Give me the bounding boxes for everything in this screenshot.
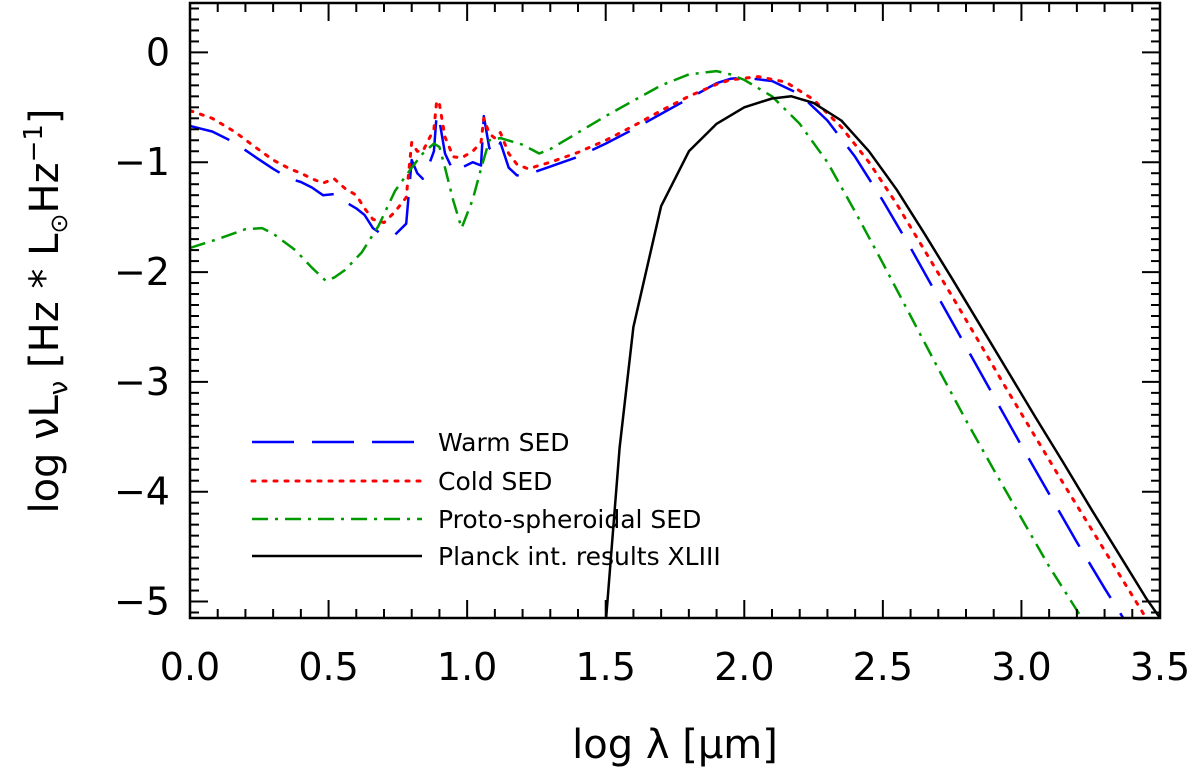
legend-label-proto: Proto-spheroidal SED <box>438 505 701 534</box>
x-tick-label: 1.0 <box>437 645 497 689</box>
y-axis-title-unit-close: ] <box>22 108 68 124</box>
x-tick-label: 3.5 <box>1130 645 1190 689</box>
y-tick-label: 0 <box>146 30 170 74</box>
legend-label-cold: Cold SED <box>438 467 552 496</box>
series-layer <box>190 69 1160 618</box>
series-line-2 <box>190 69 1084 618</box>
y-axis-title-group: log νLν [Hz * L⊙Hz−1] <box>19 108 74 513</box>
x-tick-label: 0.0 <box>160 645 220 689</box>
plot-frame <box>188 1 1162 620</box>
y-axis-title: log νLν [Hz * L⊙Hz−1] <box>19 108 74 513</box>
x-tick-label: 0.5 <box>298 645 358 689</box>
y-axis-title-spacer <box>22 368 68 381</box>
y-tick-label: −1 <box>114 140 170 184</box>
x-axis-title: log λ [μm] <box>572 722 778 768</box>
x-tick-label: 3.0 <box>991 645 1051 689</box>
legend: Warm SED Cold SED Proto-spheroidal SED P… <box>250 428 721 571</box>
legend-label-planck: Planck int. results XLIII <box>438 542 721 571</box>
y-tick-label: −4 <box>114 470 170 514</box>
x-tick-label: 1.5 <box>575 645 635 689</box>
legend-label-warm: Warm SED <box>438 428 570 457</box>
y-tick-label: −3 <box>114 360 170 404</box>
ticks-layer: 0.0 0.5 1.0 1.5 2.0 2.5 3.0 3.5 0 −1 −2 −3 −4 −5 <box>114 3 1190 689</box>
y-tick-label: −5 <box>114 580 170 624</box>
series-line-0 <box>190 76 1125 618</box>
series-line-3 <box>604 95 1160 618</box>
y-tick-label: −2 <box>114 250 170 294</box>
y-axis-title-sub: ν <box>44 381 74 396</box>
x-tick-label: 2.0 <box>714 645 774 689</box>
series-line-1 <box>190 75 1148 618</box>
x-tick-label: 2.5 <box>853 645 913 689</box>
y-axis-title-unit-mid: Hz <box>22 162 68 213</box>
y-axis-title-main: log νL <box>22 395 68 514</box>
y-axis-title-sun: ⊙ <box>45 213 73 233</box>
y-axis-title-unit-open: [Hz * L <box>22 233 68 368</box>
y-axis-title-unit-exp: −1 <box>19 124 49 162</box>
